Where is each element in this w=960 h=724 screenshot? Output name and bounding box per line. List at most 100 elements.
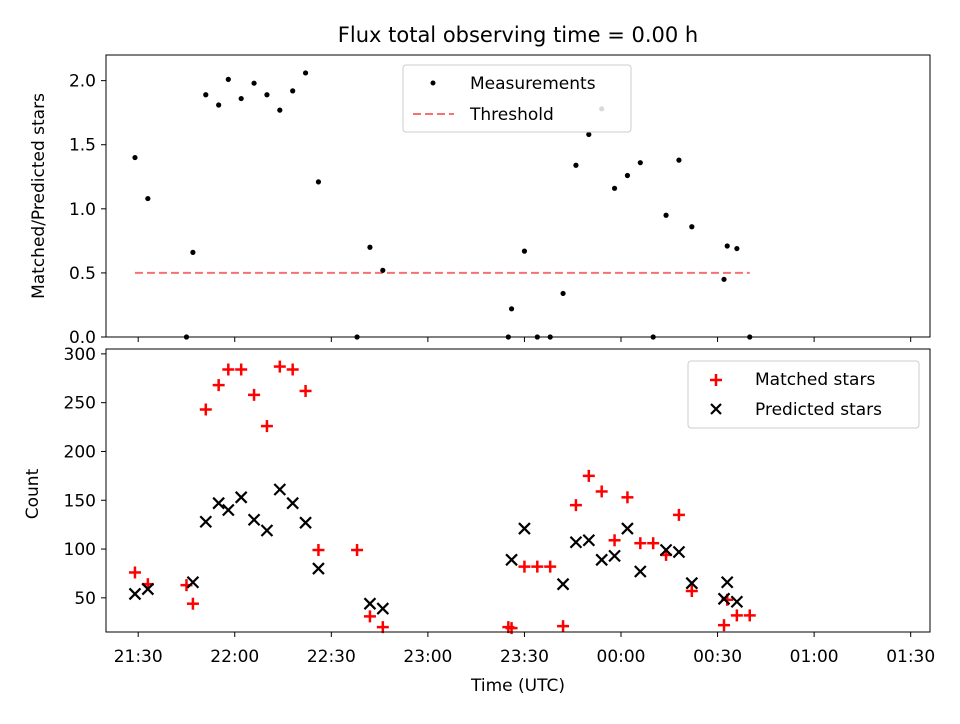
matched-point — [569, 499, 582, 512]
matched-point — [621, 491, 634, 504]
measurement-point — [734, 245, 740, 252]
predicted-point — [186, 575, 200, 589]
bottom-y-tick-label: 300 — [64, 345, 96, 365]
matched-point — [128, 566, 141, 579]
predicted-point-b — [273, 483, 287, 496]
predicted-point-b — [569, 535, 583, 549]
bottom-panel: 50 100 150 200 250 300 21:30 22:00 22:30 23:00 23:… — [23, 345, 935, 696]
matched-point — [730, 609, 743, 622]
matched-point — [351, 544, 364, 557]
predicted-point — [247, 513, 261, 527]
predicted-point-b — [222, 503, 235, 517]
legend-matched-label: Matched stars — [755, 370, 875, 390]
measurement-point — [315, 179, 322, 185]
predicted-point — [685, 576, 699, 590]
legend-measurements-label: Measurements — [470, 74, 596, 94]
predicted-point-b — [376, 602, 390, 615]
predicted-point-b — [299, 516, 312, 529]
measurement-point — [203, 92, 209, 98]
predicted-point-b — [518, 522, 531, 535]
predicted-point — [672, 545, 686, 559]
predicted-point-b — [505, 553, 518, 567]
predicted-point — [730, 595, 744, 609]
predicted-point-b — [659, 543, 673, 557]
matched-point — [235, 363, 248, 376]
top-panel: Flux total observing time = 0.00 h 0.0 0.… — [29, 23, 931, 348]
matched-point — [273, 360, 286, 373]
predicted-point — [621, 522, 634, 535]
legend-threshold-label: Threshold — [469, 105, 554, 125]
top-chart-title: Flux total observing time = 0.00 h — [338, 23, 698, 47]
measurement-point — [724, 243, 730, 249]
measurement-point — [132, 154, 138, 161]
matched-point — [299, 384, 312, 397]
matched-point — [531, 560, 544, 573]
matched-point — [557, 620, 570, 633]
predicted-point-b — [141, 582, 155, 596]
matched-point — [363, 610, 376, 623]
x-tick-label: 22:00 — [210, 647, 259, 667]
x-axis-label: Time (UTC) — [470, 676, 565, 696]
bottom-legend: Matched stars Predicted stars — [687, 360, 920, 429]
measurement-point — [663, 212, 669, 218]
measurement-point — [302, 70, 309, 76]
predicted-point — [717, 592, 731, 606]
predicted-point — [222, 503, 235, 517]
matched-point — [518, 560, 531, 573]
predicted-point — [299, 516, 312, 529]
measurement-point — [676, 157, 682, 163]
predicted-point — [634, 565, 647, 578]
matched-point — [582, 469, 595, 482]
bottom-y-tick-label: 150 — [64, 491, 96, 511]
matched-point — [199, 403, 212, 416]
measurement-point — [689, 224, 695, 230]
predicted-point-b — [234, 491, 248, 504]
measurement-point — [190, 249, 196, 255]
predicted-point — [234, 491, 248, 504]
top-y-axis-label: Matched/Predicted stars — [29, 93, 49, 299]
matched-point — [186, 597, 199, 610]
measurement-point — [216, 102, 222, 108]
matched-point — [260, 420, 273, 433]
predicted-point — [556, 577, 570, 591]
matched-point — [672, 508, 685, 521]
bottom-y-tick-label: 50 — [74, 589, 96, 609]
predicted-point-b — [186, 575, 200, 589]
bottom-y-axis-label: Count — [23, 468, 43, 519]
matched-point — [595, 485, 608, 498]
predicted-point-b — [312, 562, 325, 575]
legend-predicted-label: Predicted stars — [755, 400, 882, 420]
predicted-point — [273, 483, 287, 496]
predicted-point — [141, 582, 155, 596]
matched-point — [222, 363, 235, 376]
matched-point — [634, 537, 647, 550]
bottom-y-tick-label: 200 — [64, 442, 96, 462]
matched-point — [212, 379, 225, 392]
measurement-point — [573, 162, 579, 168]
top-y-tick-label: 1.0 — [69, 200, 96, 220]
matched-point — [743, 609, 756, 622]
bottom-y-tick-label: 100 — [64, 540, 96, 560]
top-y-tick-label: 0.5 — [69, 264, 96, 284]
predicted-point — [518, 522, 531, 535]
measurement-point — [521, 248, 528, 254]
predicted-point — [569, 535, 583, 549]
predicted-point — [128, 587, 142, 601]
predicted-point — [376, 602, 390, 615]
matched-point — [248, 388, 261, 401]
matched-point — [685, 585, 698, 598]
predicted-point — [212, 496, 225, 510]
predicted-point — [608, 549, 621, 563]
measurement-point — [264, 92, 270, 98]
predicted-point-b — [247, 513, 261, 527]
x-tick-label: 00:30 — [693, 647, 742, 667]
x-tick-label: 00:00 — [597, 647, 646, 667]
top-legend: Measurements Threshold — [402, 64, 632, 133]
predicted-point-b — [621, 522, 634, 535]
predicted-point-b — [685, 576, 699, 590]
measurement-point — [624, 172, 631, 179]
predicted-point-b — [634, 565, 647, 578]
measurement-point — [560, 290, 566, 297]
measurement-point — [367, 244, 373, 250]
